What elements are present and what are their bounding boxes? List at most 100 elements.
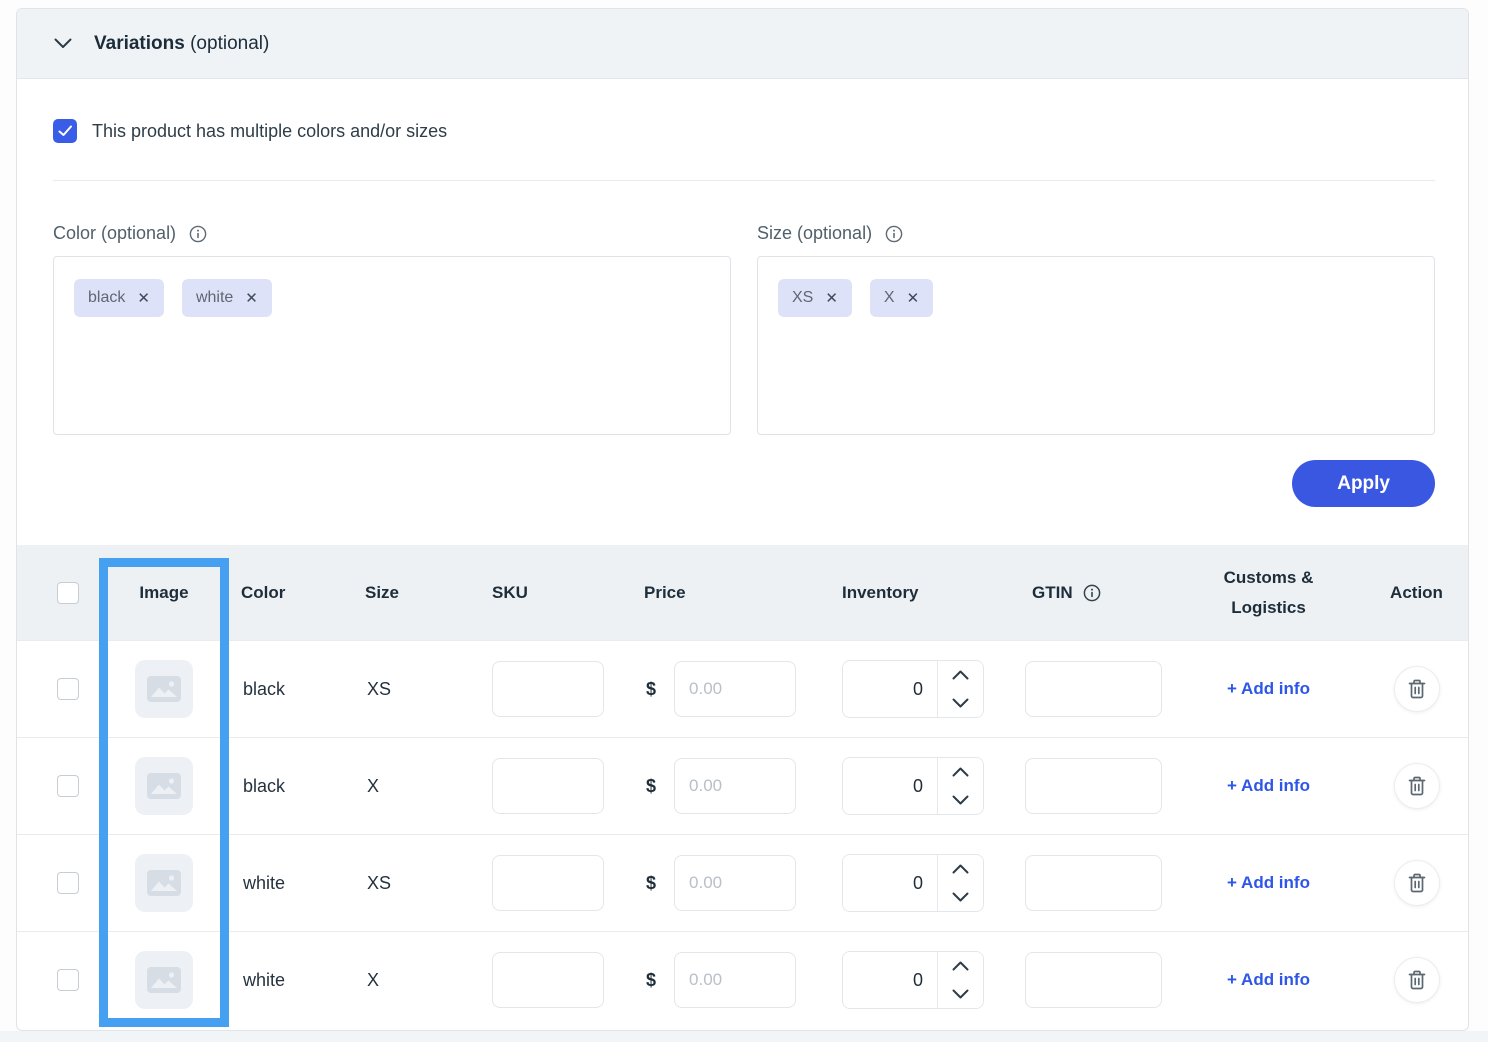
section-title-text: Variations	[94, 32, 185, 54]
decrement-icon[interactable]	[938, 883, 983, 911]
row-image-cell	[99, 660, 229, 718]
sku-input[interactable]	[492, 661, 604, 717]
decrement-icon[interactable]	[938, 689, 983, 717]
color-tag-input[interactable]: black ✕ white ✕	[53, 256, 731, 435]
color-tag-label: black	[88, 289, 126, 306]
delete-row-button[interactable]	[1393, 957, 1440, 1003]
size-field: Size (optional) XS ✕ X ✕	[757, 223, 1435, 435]
header-color: Color	[241, 582, 286, 602]
row-checkbox[interactable]	[57, 775, 79, 797]
add-info-link[interactable]: + Add info	[1227, 679, 1310, 698]
color-field-label: Color (optional)	[53, 223, 177, 243]
delete-row-button[interactable]	[1393, 666, 1440, 712]
row-size-value: XS	[367, 678, 392, 699]
price-input[interactable]	[674, 758, 797, 814]
row-inventory-cell	[826, 757, 1009, 815]
currency-symbol: $	[646, 775, 657, 796]
sku-input[interactable]	[492, 855, 604, 911]
image-placeholder-icon[interactable]	[135, 854, 193, 912]
inventory-input[interactable]	[843, 758, 938, 814]
row-price-cell: $	[630, 855, 826, 911]
add-info-link[interactable]: + Add info	[1227, 970, 1310, 989]
inventory-input[interactable]	[843, 952, 938, 1008]
row-checkbox[interactable]	[57, 872, 79, 894]
row-gtin-cell	[1009, 952, 1172, 1008]
variation-options: This product has multiple colors and/or …	[17, 79, 1468, 507]
increment-icon[interactable]	[938, 661, 983, 689]
sku-input[interactable]	[492, 758, 604, 814]
select-all-checkbox[interactable]	[57, 581, 79, 604]
add-info-link[interactable]: + Add info	[1227, 776, 1310, 795]
size-tag: XS ✕	[778, 279, 852, 317]
collapse-chevron-icon[interactable]	[53, 34, 73, 54]
apply-button[interactable]: Apply	[1292, 460, 1435, 507]
increment-icon[interactable]	[938, 952, 983, 980]
inventory-stepper	[842, 757, 984, 815]
row-inventory-cell	[826, 951, 1009, 1009]
section-title-suffix: (optional)	[190, 32, 270, 54]
color-info-icon[interactable]	[189, 225, 207, 243]
gtin-input[interactable]	[1025, 758, 1162, 814]
multi-variant-checkbox-label: This product has multiple colors and/or …	[92, 120, 448, 141]
row-customs-cell: + Add info	[1172, 970, 1365, 990]
image-placeholder-icon[interactable]	[135, 660, 193, 718]
sku-input[interactable]	[492, 952, 604, 1008]
remove-size-tag-icon[interactable]: ✕	[825, 289, 838, 307]
increment-icon[interactable]	[938, 758, 983, 786]
delete-row-button[interactable]	[1393, 860, 1440, 906]
row-select-cell	[17, 678, 99, 700]
row-color-value: black	[243, 678, 286, 699]
row-select-cell	[17, 775, 99, 797]
page-background-strip	[0, 1031, 1488, 1042]
size-tag-input[interactable]: XS ✕ X ✕	[757, 256, 1435, 435]
row-gtin-cell	[1009, 855, 1172, 911]
multi-variant-checkbox-row: This product has multiple colors and/or …	[53, 119, 1435, 143]
row-price-cell: $	[630, 661, 826, 717]
row-checkbox[interactable]	[57, 969, 79, 991]
size-info-icon[interactable]	[885, 225, 903, 243]
increment-icon[interactable]	[938, 855, 983, 883]
header-size: Size	[365, 582, 400, 602]
color-field-label-row: Color (optional)	[53, 223, 731, 244]
remove-color-tag-icon[interactable]: ✕	[137, 289, 150, 307]
header-image: Image	[139, 582, 189, 602]
currency-symbol: $	[646, 872, 657, 893]
trash-icon	[1408, 776, 1425, 796]
color-tag-label: white	[195, 289, 234, 306]
variations-section-header: Variations (optional)	[17, 9, 1468, 79]
size-tag-label: XS	[792, 289, 814, 306]
remove-color-tag-icon[interactable]: ✕	[245, 289, 258, 307]
delete-row-button[interactable]	[1393, 763, 1440, 809]
row-sku-cell	[478, 952, 630, 1008]
price-input[interactable]	[674, 661, 797, 717]
gtin-input[interactable]	[1025, 952, 1162, 1008]
multi-variant-checkbox[interactable]	[53, 119, 77, 143]
header-sku: SKU	[492, 582, 528, 602]
row-customs-cell: + Add info	[1172, 873, 1365, 893]
price-input[interactable]	[674, 855, 797, 911]
gtin-info-icon[interactable]	[1083, 584, 1101, 602]
image-placeholder-icon[interactable]	[135, 757, 193, 815]
row-checkbox[interactable]	[57, 678, 79, 700]
decrement-icon[interactable]	[938, 980, 983, 1008]
row-sku-cell	[478, 661, 630, 717]
remove-size-tag-icon[interactable]: ✕	[906, 289, 920, 307]
gtin-input[interactable]	[1025, 855, 1162, 911]
section-title: Variations (optional)	[94, 33, 269, 55]
header-price: Price	[644, 582, 686, 602]
inventory-input[interactable]	[843, 661, 938, 717]
header-select-cell	[17, 581, 99, 604]
row-action-cell	[1365, 763, 1468, 809]
variations-table: Image Color Size SKU Price Inventory GTI…	[17, 545, 1468, 1028]
row-action-cell	[1365, 957, 1468, 1003]
inventory-stepper	[842, 660, 984, 718]
decrement-icon[interactable]	[938, 786, 983, 814]
gtin-input[interactable]	[1025, 661, 1162, 717]
header-customs: Customs & Logistics	[1223, 567, 1314, 617]
image-placeholder-icon[interactable]	[135, 951, 193, 1009]
row-color-value: white	[243, 969, 286, 990]
add-info-link[interactable]: + Add info	[1227, 873, 1310, 892]
price-input[interactable]	[674, 952, 797, 1008]
inventory-stepper	[842, 854, 984, 912]
inventory-input[interactable]	[843, 855, 938, 911]
